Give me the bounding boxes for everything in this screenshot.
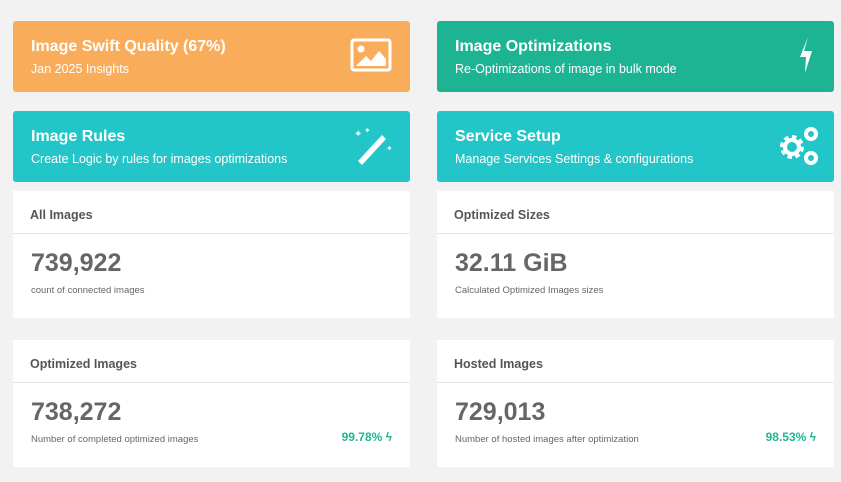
tile-image-optimizations[interactable]: Image Optimizations Re-Optimizations of … [437, 21, 834, 92]
svg-text:✦: ✦ [364, 126, 371, 135]
stat-card-all-images: All Images 739,922 count of connected im… [13, 191, 410, 318]
stat-value: 738,272 [31, 398, 122, 426]
percent-value: 99.78% [341, 430, 383, 444]
stat-percent: 98.53% ϟ [766, 430, 816, 444]
card-header: Optimized Sizes [437, 191, 834, 234]
card-header: Optimized Images [13, 340, 410, 383]
svg-text:✦: ✦ [354, 129, 362, 140]
stat-description: Number of completed optimized images [31, 434, 199, 445]
tile-title: Image Optimizations [455, 38, 612, 55]
stat-value: 739,922 [31, 249, 122, 277]
stat-description: Number of hosted images after optimizati… [455, 434, 639, 445]
tile-title: Service Setup [455, 128, 561, 145]
stat-percent: 99.78% ϟ [342, 430, 392, 444]
tile-title: Image Rules [31, 128, 126, 145]
tile-image-rules[interactable]: Image Rules Create Logic by rules for im… [13, 111, 410, 182]
stat-description: count of connected images [31, 285, 145, 296]
card-header: Hosted Images [437, 340, 834, 383]
stat-card-optimized-images: Optimized Images 738,272 Number of compl… [13, 340, 410, 467]
card-header: All Images [13, 191, 410, 234]
tile-subtitle: Re-Optimizations of image in bulk mode [455, 62, 677, 76]
magic-wand-icon: ✦ ✦✦ [354, 126, 392, 165]
svg-text:✦: ✦ [386, 144, 392, 153]
tile-subtitle: Create Logic by rules for images optimiz… [31, 152, 288, 166]
stat-card-optimized-sizes: Optimized Sizes 32.11 GiB Calculated Opt… [437, 191, 834, 318]
tile-image-swift-quality[interactable]: Image Swift Quality (67%) Jan 2025 Insig… [13, 21, 410, 92]
stat-description: Calculated Optimized Images sizes [455, 285, 604, 296]
image-icon [350, 38, 392, 72]
bolt-icon [800, 37, 812, 73]
gears-icon [780, 127, 818, 165]
stat-value: 729,013 [455, 398, 546, 426]
bolt-icon: ϟ [809, 430, 816, 444]
stat-card-hosted-images: Hosted Images 729,013 Number of hosted i… [437, 340, 834, 467]
tile-subtitle: Jan 2025 Insights [31, 62, 129, 76]
stat-value: 32.11 GiB [455, 249, 568, 277]
percent-value: 98.53% [765, 430, 807, 444]
tile-service-setup[interactable]: Service Setup Manage Services Settings &… [437, 111, 834, 182]
tile-subtitle: Manage Services Settings & configuration… [455, 152, 694, 166]
bolt-icon: ϟ [385, 430, 392, 444]
tile-title: Image Swift Quality (67%) [31, 38, 226, 55]
